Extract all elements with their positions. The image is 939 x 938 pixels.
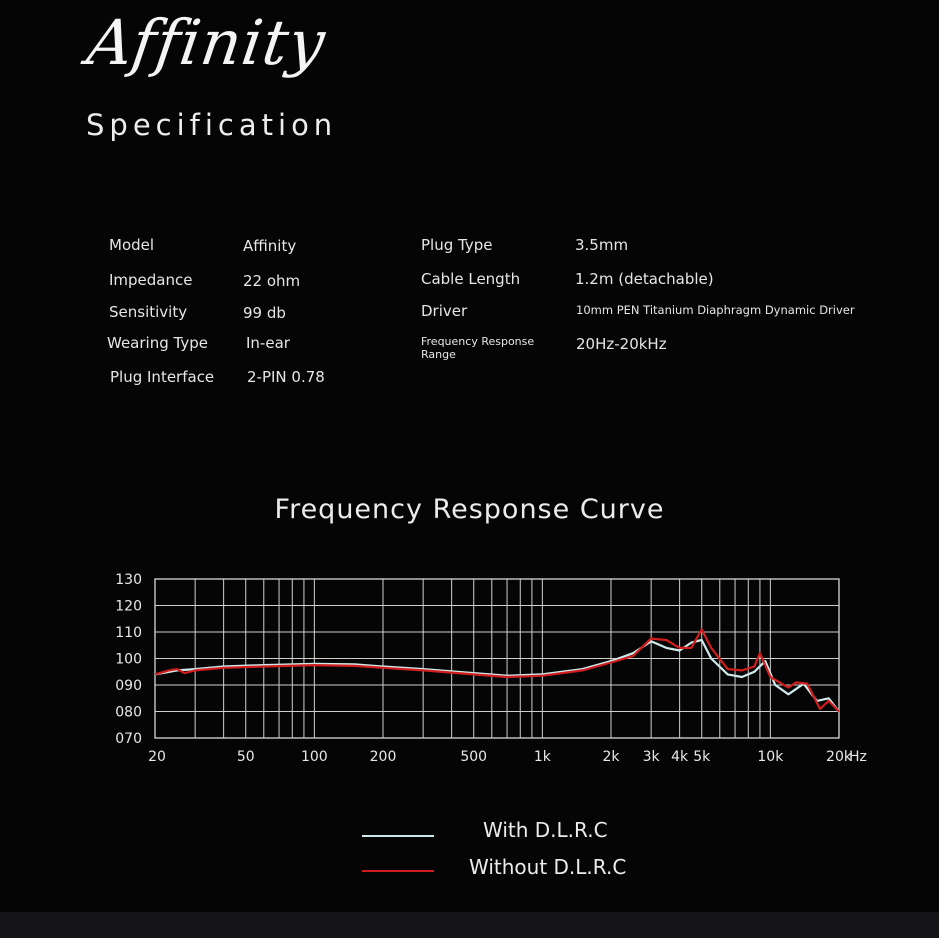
spec-value-plug-type: 3.5mm [575, 236, 629, 254]
spec-label-wearing-type: Wearing Type [107, 334, 208, 352]
footer-band [0, 912, 939, 938]
legend-swatch-with-dlrc [362, 835, 434, 837]
spec-value-model: Affinity [243, 237, 297, 255]
spec-value-impedance: 22 ohm [243, 272, 301, 290]
page-title: Specification [86, 108, 338, 142]
spec-value-plug-interface: 2-PIN 0.78 [247, 368, 325, 386]
x-tick-label: 50 [237, 749, 255, 765]
spec-label-frequency-range: Frequency Response Range [421, 335, 535, 361]
spec-label-plug-interface: Plug Interface [110, 368, 215, 386]
y-tick-label: 110 [115, 625, 142, 641]
legend-label-with-dlrc: With D.L.R.C [483, 818, 608, 842]
y-tick-label: 070 [115, 731, 142, 747]
chart-series [154, 628, 840, 713]
legend-label-without-dlrc: Without D.L.R.C [469, 855, 627, 879]
spec-label-impedance: Impedance [109, 271, 193, 289]
y-tick-label: 130 [115, 572, 142, 588]
chart-grid [154, 578, 840, 739]
x-tick-label: 20 [148, 749, 166, 765]
series-line-without-dlrc [154, 628, 840, 713]
spec-value-sensitivity: 99 db [243, 304, 286, 322]
spec-value-frequency-range: 20Hz-20kHz [576, 335, 667, 353]
y-tick-label: 080 [115, 705, 142, 721]
x-tick-label: 200 [370, 749, 397, 765]
x-tick-label: 20k [826, 749, 853, 765]
spec-value-driver: 10mm PEN Titanium Diaphragm Dynamic Driv… [576, 303, 855, 317]
spec-label-model: Model [109, 236, 155, 254]
x-tick-label: 1k [534, 749, 552, 765]
chart-tick-labels: 130 120 110 100 090 080 070 20 50 100 200 500 1k 2k 3k… [115, 572, 867, 765]
x-tick-label: 5k [693, 749, 711, 765]
y-tick-label: 100 [115, 652, 142, 668]
y-tick-label: 090 [115, 678, 142, 694]
x-tick-label: 4k [671, 749, 689, 765]
chart-title: Frequency Response Curve [274, 494, 665, 525]
x-tick-label: 2k [602, 749, 620, 765]
spec-label-driver: Driver [421, 302, 468, 320]
spec-label-sensitivity: Sensitivity [109, 303, 188, 321]
x-tick-label: 100 [301, 749, 328, 765]
legend-swatch-without-dlrc [362, 870, 434, 872]
spec-label-cable-length: Cable Length [421, 270, 521, 288]
spec-value-wearing-type: In-ear [246, 334, 290, 352]
x-unit-label: Hz [849, 749, 867, 765]
x-tick-label: 500 [460, 749, 487, 765]
x-tick-label: 10k [757, 749, 784, 765]
y-tick-label: 120 [115, 599, 142, 615]
spec-label-plug-type: Plug Type [421, 236, 493, 254]
spec-value-cable-length: 1.2m (detachable) [575, 270, 714, 288]
series-line-with-dlrc [154, 638, 840, 713]
x-tick-label: 3k [643, 749, 661, 765]
